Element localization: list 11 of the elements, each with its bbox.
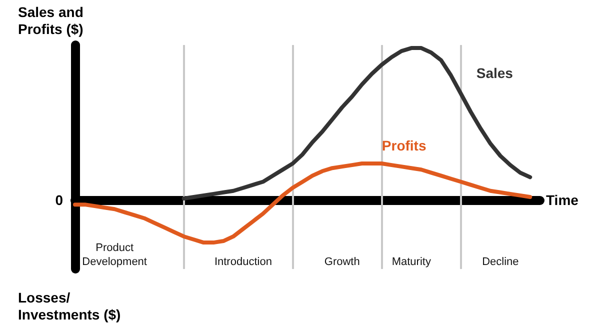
x-tick-label: Growth [324,256,360,268]
y-axis-title: Sales and Profits ($) [18,4,84,38]
x-tick-label: Decline [482,256,519,268]
x-tick-label: Product Development [82,242,147,268]
x-tick-label: Introduction [214,256,272,268]
series-label: Profits [382,138,426,154]
text: Losses/ Investments ($) [18,290,121,322]
series-label: Sales [476,65,514,82]
x-axis-title: Time [546,192,579,208]
x-tick-label: Maturity [392,256,432,268]
text: 0 [55,192,64,208]
